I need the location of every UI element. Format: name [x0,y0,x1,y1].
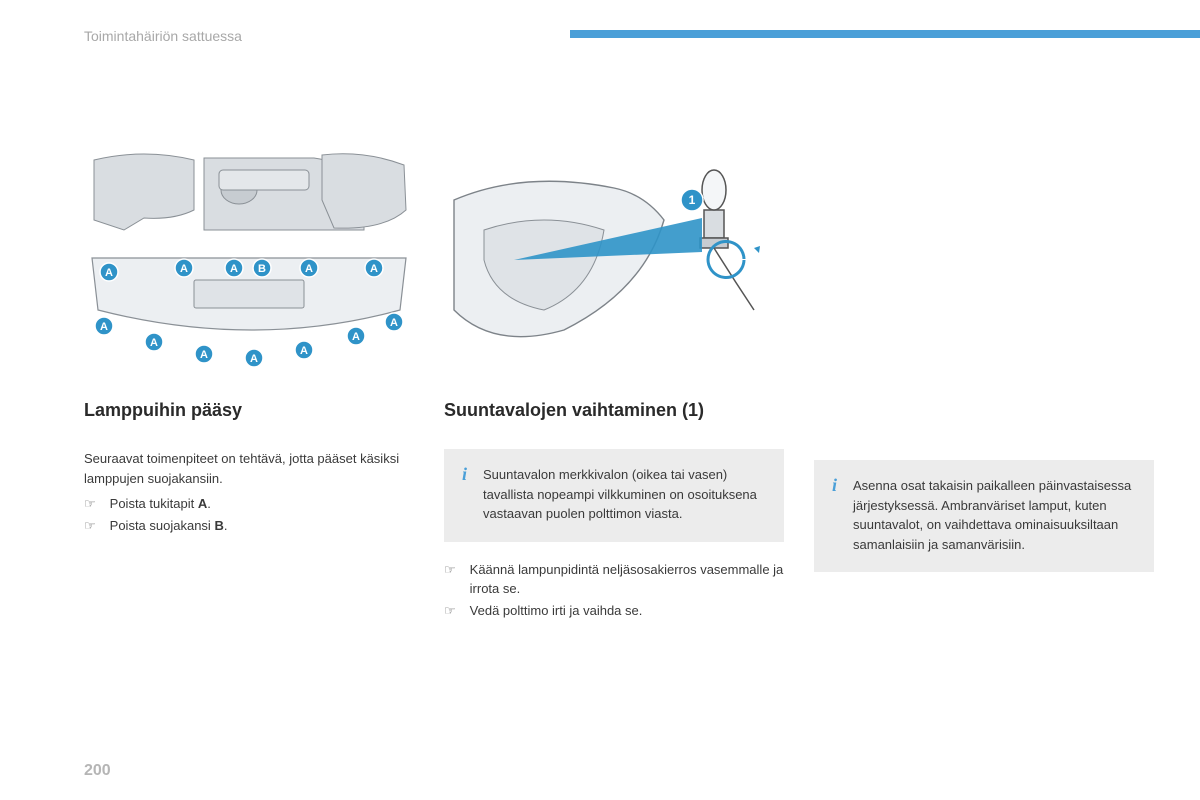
bullet-text: Poista suojakansi B. [110,516,228,536]
heading-direction-change: Suuntavalojen vaihtaminen (1) [444,400,784,421]
info-box-blinker: i Suuntavalon merkkivalon (oikea tai vas… [444,449,784,542]
info-box-reassembly: i Asenna osat takaisin paikalleen päinva… [814,460,1154,572]
bullet-row: ☞ Vedä polttimo irti ja vaihda se. [444,601,784,621]
info-icon: i [462,465,467,483]
column-2: 1 Suuntavalojen vaihtaminen (1) i Suunta… [444,140,784,622]
bullet-row: ☞ Käännä lampunpidintä neljäsosakierros … [444,560,784,599]
page-header: Toimintahäiriön sattuessa [0,28,1200,48]
page-number: 200 [84,762,111,780]
bullet-text: Vedä polttimo irti ja vaihda se. [470,601,643,621]
bullet-row: ☞ Poista tukitapit A. [84,494,414,514]
svg-text:A: A [150,337,158,349]
bullet-text: Käännä lampunpidintä neljäsosakierros va… [470,560,784,599]
svg-text:A: A [390,317,398,329]
svg-text:1: 1 [689,193,696,207]
svg-text:A: A [300,345,308,357]
svg-text:A: A [370,263,378,275]
pointer-icon: ☞ [84,494,96,514]
svg-text:A: A [105,267,113,279]
svg-text:A: A [230,263,238,275]
header-accent-bar [570,30,1200,38]
svg-text:B: B [258,263,266,275]
spacer [814,140,1154,460]
intro-text: Seuraavat toimenpiteet on tehtävä, jotta… [84,449,414,488]
pointer-icon: ☞ [84,516,96,536]
info-text: Suuntavalon merkkivalon (oikea tai vasen… [483,465,766,524]
svg-text:A: A [200,349,208,361]
svg-text:A: A [100,321,108,333]
bullet-row: ☞ Poista suojakansi B. [84,516,414,536]
info-icon: i [832,476,837,494]
heading-access: Lamppuihin pääsy [84,400,414,421]
column-1: A A A B A A A A A A A A A Lamppuihin pääsy Seuraavat… [84,140,414,622]
section-label: Toimintahäiriön sattuessa [84,28,242,44]
figure-bulb-change: 1 [444,140,784,380]
svg-text:A: A [180,263,188,275]
pointer-icon: ☞ [444,560,456,580]
figure-engine-bay: A A A B A A A A A A A A A [84,140,414,380]
svg-text:A: A [305,263,313,275]
info-text: Asenna osat takaisin paikalleen päinvast… [853,476,1136,554]
engine-bay-illustration: A A A B A A A A A A A A A [84,140,414,380]
pointer-icon: ☞ [444,601,456,621]
content-grid: A A A B A A A A A A A A A Lamppuihin pääsy Seuraavat… [84,140,1160,622]
bullet-text: Poista tukitapit A. [110,494,211,514]
svg-text:A: A [250,353,258,365]
svg-text:A: A [352,331,360,343]
column-3: i Asenna osat takaisin paikalleen päinva… [814,140,1154,622]
bulb-illustration: 1 [444,140,784,380]
